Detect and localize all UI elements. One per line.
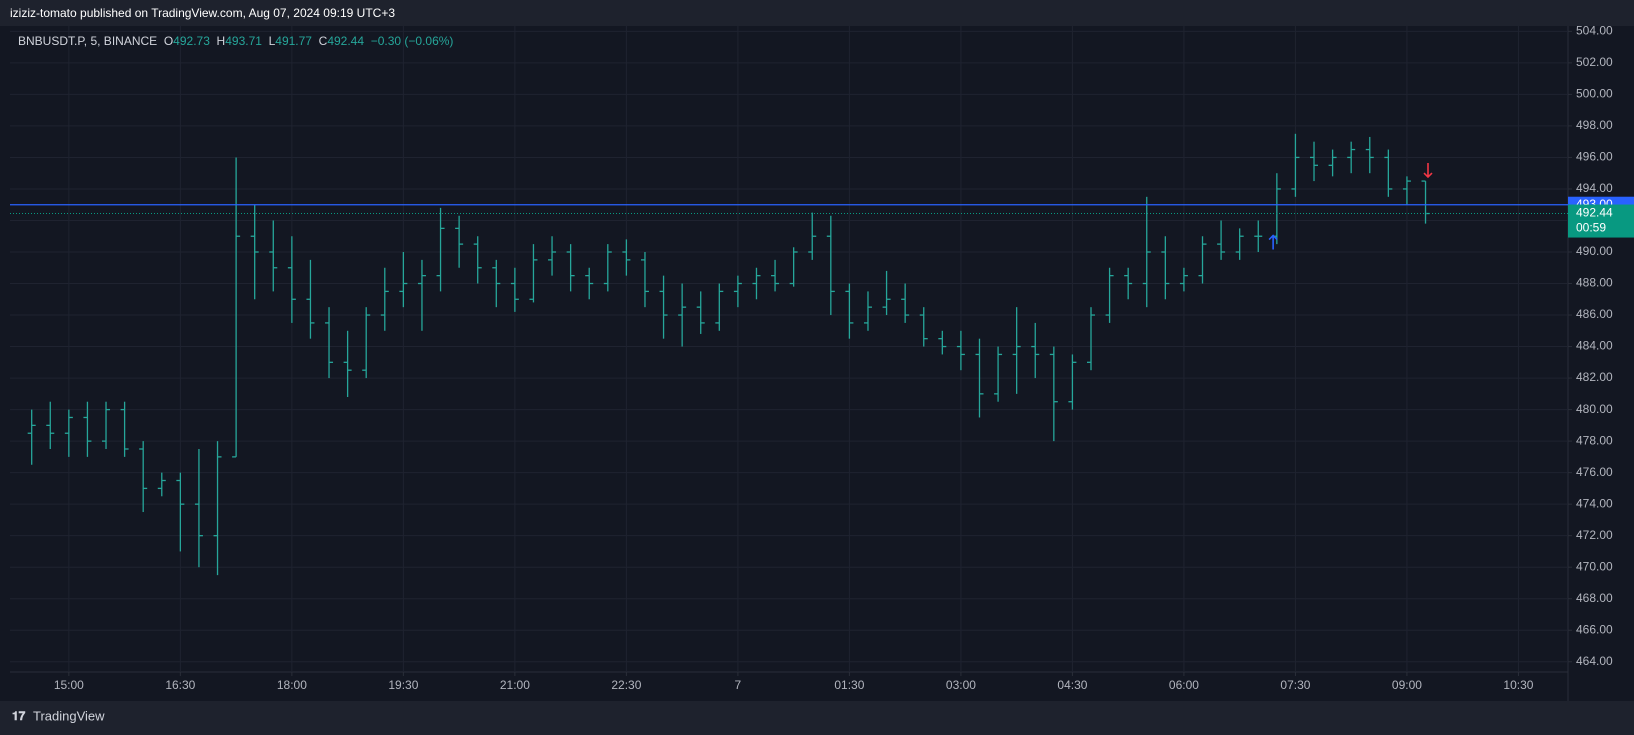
y-tick-label: 494.00	[1576, 181, 1613, 195]
y-tick-label: 502.00	[1576, 55, 1613, 69]
countdown-label: 00:59	[1576, 221, 1606, 235]
x-tick-label: 10:30	[1503, 678, 1533, 692]
x-tick-label: 01:30	[834, 678, 864, 692]
x-tick-label: 19:30	[388, 678, 418, 692]
y-tick-label: 490.00	[1576, 244, 1613, 258]
x-tick-label: 22:30	[611, 678, 641, 692]
y-tick-label: 466.00	[1576, 622, 1613, 636]
y-tick-label: 504.00	[1576, 24, 1613, 38]
y-tick-label: 470.00	[1576, 559, 1613, 573]
header-text: iziziz-tomato published on TradingView.c…	[10, 6, 395, 20]
footer-brand: TradingView	[33, 708, 105, 723]
symbol: BNBUSDT.P, 5, BINANCE	[18, 34, 158, 48]
legend-letter: C	[318, 34, 328, 48]
legend-value: 491.77	[275, 34, 312, 48]
x-tick-label: 06:00	[1169, 678, 1199, 692]
y-tick-label: 472.00	[1576, 528, 1613, 542]
y-tick-label: 498.00	[1576, 118, 1613, 132]
legend-letter: O	[163, 34, 174, 48]
footer-bar	[0, 701, 1634, 735]
x-tick-label: 07:30	[1280, 678, 1310, 692]
signal-arrow	[1423, 163, 1433, 179]
y-tick-label: 474.00	[1576, 496, 1613, 510]
y-tick-label: 464.00	[1576, 654, 1613, 668]
y-tick-label: 482.00	[1576, 370, 1613, 384]
y-tick-label: 488.00	[1576, 276, 1613, 290]
x-tick-label: 21:00	[500, 678, 530, 692]
x-tick-label: 16:30	[165, 678, 195, 692]
signal-arrow	[1268, 234, 1278, 250]
last-price-box	[1568, 204, 1634, 238]
x-tick-label: 04:30	[1057, 678, 1087, 692]
x-tick-label: 09:00	[1392, 678, 1422, 692]
legend-letter: L	[268, 34, 276, 48]
y-tick-label: 484.00	[1576, 339, 1613, 353]
last-price-label: 492.44	[1576, 206, 1613, 220]
y-tick-label: 478.00	[1576, 433, 1613, 447]
y-tick-label: 480.00	[1576, 402, 1613, 416]
y-tick-label: 500.00	[1576, 87, 1613, 101]
header-bar	[0, 0, 1634, 26]
x-tick-label: 18:00	[277, 678, 307, 692]
legend: BNBUSDT.P, 5, BINANCE O492.73 H493.71 L4…	[18, 34, 453, 48]
legend-value: 492.73	[173, 34, 210, 48]
y-tick-label: 468.00	[1576, 591, 1613, 605]
y-tick-label: 476.00	[1576, 465, 1613, 479]
y-tick-label: 496.00	[1576, 150, 1613, 164]
x-tick-label: 03:00	[946, 678, 976, 692]
footer-logo: 𝟏𝟕	[12, 709, 26, 723]
x-tick-label: 7	[735, 678, 742, 692]
y-tick-label: 486.00	[1576, 307, 1613, 321]
legend-value: 493.71	[225, 34, 262, 48]
legend-change: −0.30 (−0.06%)	[370, 34, 454, 48]
legend-value: 492.44	[327, 34, 365, 48]
x-tick-label: 15:00	[54, 678, 84, 692]
legend-letter: H	[216, 34, 226, 48]
